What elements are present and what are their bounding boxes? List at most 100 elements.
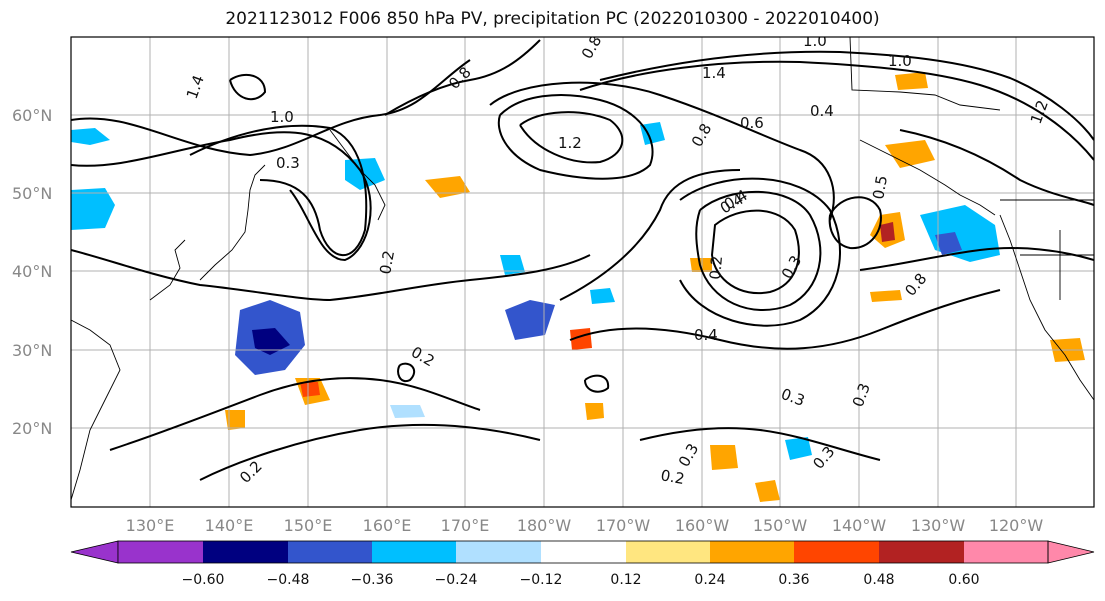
colorbar-tick-label: −0.36 xyxy=(351,572,394,588)
lat-tick-label: 40°N xyxy=(12,262,52,281)
pv-contour xyxy=(497,94,654,180)
pv-contour xyxy=(489,81,835,221)
pv-contour xyxy=(397,362,416,383)
coastline-japan xyxy=(199,164,266,281)
coastline-alaska-north xyxy=(849,37,1001,111)
lon-tick-label: 170°W xyxy=(596,516,651,535)
colorbar-tick-label: 0.48 xyxy=(863,572,894,588)
lon-tick-label: 180°W xyxy=(517,516,572,535)
pv-contour xyxy=(639,427,881,461)
map-title: 2021123012 F006 850 hPa PV, precipitatio… xyxy=(225,9,880,29)
precip-positive-area xyxy=(585,403,604,420)
contour-label: 0.2 xyxy=(376,249,398,276)
map-area xyxy=(71,37,1094,507)
precip-negative-area xyxy=(590,288,615,304)
pv-contour xyxy=(584,374,610,393)
colorbar-tick-label: −0.12 xyxy=(520,572,563,588)
contour-label: 0.2 xyxy=(706,255,726,280)
coastline-china xyxy=(71,319,121,501)
lon-tick-labels: 130°E 140°E 150°E 160°E 170°E 180°W 170°… xyxy=(126,516,1044,535)
colorbar-tick-label: −0.48 xyxy=(267,572,310,588)
contour-label: 1.2 xyxy=(558,134,582,152)
contour-label: 0.3 xyxy=(276,154,300,172)
coastline-kamchatka xyxy=(329,129,386,221)
contour-label: 1.4 xyxy=(702,64,726,82)
precip-positive-core xyxy=(300,382,320,397)
pv-contour xyxy=(569,289,1001,350)
pv-contour xyxy=(71,249,591,302)
precip-negative-area xyxy=(785,437,812,460)
lon-tick-label: 130°W xyxy=(911,516,966,535)
colorbar-segment xyxy=(879,541,964,563)
precip-negative-core xyxy=(252,328,290,355)
lat-tick-labels: 60°N 50°N 40°N 30°N 20°N xyxy=(12,106,52,438)
colorbar-segment xyxy=(203,541,288,563)
pv-contours xyxy=(71,39,1094,481)
pv-contour xyxy=(109,377,481,451)
colorbar-tick-label: 0.24 xyxy=(694,572,725,588)
colorbar-segment xyxy=(710,541,794,563)
lon-tick-label: 120°W xyxy=(989,516,1044,535)
precip-negative-area xyxy=(390,405,425,418)
precip-negative-area xyxy=(345,158,385,190)
contour-label: 0.5 xyxy=(869,174,891,201)
colorbar-ticks: −0.60 −0.48 −0.36 −0.24 −0.12 0.12 0.24 … xyxy=(182,572,980,588)
map-frame xyxy=(70,36,1095,508)
pv-contour xyxy=(229,73,267,101)
pv-contour xyxy=(679,177,841,327)
colorbar-extend-low xyxy=(70,540,119,564)
pv-contour xyxy=(71,59,471,157)
lon-tick-label: 130°E xyxy=(126,516,175,535)
contour-label: 1.0 xyxy=(270,108,294,126)
pv-contour xyxy=(695,190,822,311)
precip-negative-area xyxy=(71,128,110,145)
pv-contour xyxy=(384,39,541,116)
contour-label: 1.0 xyxy=(803,32,827,50)
colorbar-segment xyxy=(541,541,626,563)
precip-positive-area xyxy=(870,290,902,302)
precip-positive-area xyxy=(755,480,780,502)
pv-contour xyxy=(859,247,1094,271)
precip-shading xyxy=(71,72,1085,502)
pv-contour xyxy=(189,124,368,257)
pv-contour xyxy=(899,129,1094,206)
coastline-korea xyxy=(149,239,186,301)
colorbar-tick-label: 0.12 xyxy=(610,572,641,588)
pv-contour xyxy=(710,209,800,295)
colorbar-frame xyxy=(117,540,1049,564)
contour-label: 0.4 xyxy=(694,326,718,344)
colorbar-tick-label: −0.24 xyxy=(435,572,478,588)
pv-contour xyxy=(599,50,1094,141)
colorbar-tick-label: 0.60 xyxy=(948,572,979,588)
pv-contour xyxy=(559,169,741,301)
colorbar-segment xyxy=(288,541,372,563)
precip-positive-core xyxy=(880,222,895,242)
colorbar: −0.60 −0.48 −0.36 −0.24 −0.12 0.12 0.24 … xyxy=(70,540,1095,588)
pv-contour xyxy=(199,423,541,481)
colorbar-segment xyxy=(794,541,879,563)
colorbar-tick-label: −0.60 xyxy=(182,572,225,588)
colorbar-segment xyxy=(626,541,710,563)
coastlines xyxy=(71,37,1094,501)
border-state xyxy=(1020,230,1094,300)
pv-contour xyxy=(71,131,372,262)
contour-label: 1.0 xyxy=(888,52,912,70)
precip-negative-area xyxy=(505,300,555,340)
precip-positive-area xyxy=(710,445,738,470)
contour-label: 0.4 xyxy=(810,102,834,120)
contour-label: 0.6 xyxy=(740,114,764,132)
precip-positive-area xyxy=(885,140,935,168)
colorbar-tick-label: 0.36 xyxy=(778,572,809,588)
lat-tick-label: 50°N xyxy=(12,184,52,203)
precip-negative-area xyxy=(71,188,115,230)
lat-tick-label: 30°N xyxy=(12,341,52,360)
lat-tick-label: 60°N xyxy=(12,106,52,125)
lon-tick-label: 170°E xyxy=(441,516,490,535)
colorbar-extend-high xyxy=(1047,540,1095,564)
coastline-west-na xyxy=(999,214,1094,401)
contour-label: 0.2 xyxy=(659,466,686,488)
precip-positive-area xyxy=(225,410,245,430)
precip-negative-area xyxy=(500,255,525,275)
lon-tick-label: 150°W xyxy=(753,516,808,535)
lon-tick-label: 140°E xyxy=(205,516,254,535)
